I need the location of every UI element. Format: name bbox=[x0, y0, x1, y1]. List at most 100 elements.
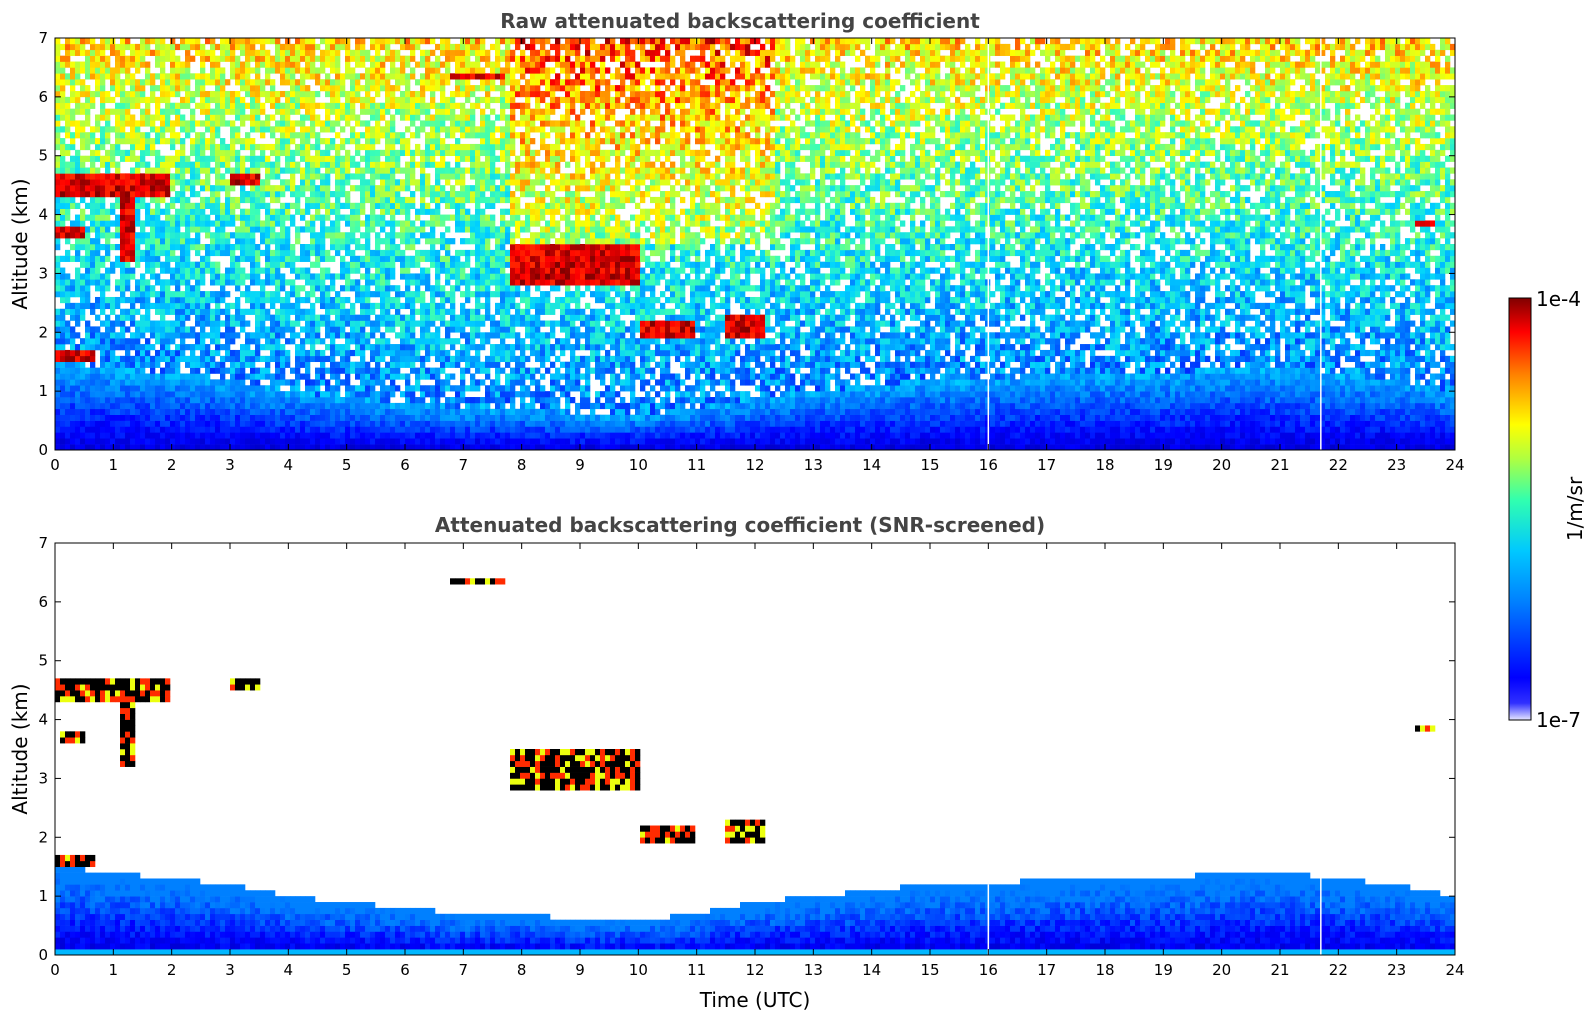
heatmap-cell bbox=[290, 149, 296, 157]
heatmap-cell bbox=[450, 173, 456, 180]
heatmap-cell bbox=[475, 420, 481, 427]
heatmap-cell bbox=[235, 373, 241, 380]
heatmap-cell bbox=[480, 226, 486, 233]
heatmap-cell bbox=[235, 385, 241, 392]
heatmap-cell bbox=[225, 214, 231, 221]
heatmap-cell bbox=[380, 167, 386, 174]
heatmap-cell bbox=[470, 73, 476, 80]
heatmap-cell bbox=[225, 191, 231, 198]
heatmap-cell bbox=[310, 285, 316, 292]
heatmap-cell bbox=[375, 255, 381, 262]
heatmap-cell bbox=[300, 79, 306, 86]
heatmap-cell bbox=[115, 67, 121, 74]
heatmap-cell bbox=[315, 149, 321, 157]
heatmap-cell bbox=[470, 332, 476, 339]
heatmap-cell bbox=[285, 244, 291, 251]
heatmap-cell bbox=[105, 355, 111, 363]
heatmap-cell bbox=[155, 420, 161, 427]
heatmap-cell bbox=[320, 79, 326, 86]
heatmap-cell bbox=[440, 196, 446, 204]
heatmap-cell bbox=[335, 61, 341, 68]
heatmap-cell bbox=[260, 414, 266, 421]
heatmap-cell bbox=[455, 61, 461, 68]
heatmap-cell bbox=[230, 208, 236, 215]
heatmap-cell bbox=[405, 61, 411, 68]
heatmap-cell bbox=[175, 220, 181, 227]
heatmap-cell bbox=[160, 391, 166, 398]
heatmap-cell bbox=[205, 432, 211, 439]
heatmap-cell bbox=[390, 138, 396, 145]
heatmap-cell bbox=[75, 49, 81, 56]
heatmap-cell bbox=[130, 196, 136, 204]
heatmap-cell bbox=[435, 173, 441, 180]
heatmap-cell bbox=[55, 132, 61, 139]
heatmap-cell bbox=[305, 126, 311, 133]
heatmap-cell bbox=[420, 61, 426, 68]
heatmap-cell bbox=[205, 196, 211, 204]
heatmap-cell bbox=[475, 302, 481, 310]
heatmap-cell bbox=[330, 108, 336, 115]
heatmap-cell bbox=[90, 61, 96, 68]
heatmap-cell bbox=[140, 414, 146, 421]
panel-raw-title: Raw attenuated backscattering coefficien… bbox=[500, 9, 980, 33]
heatmap-cell bbox=[205, 55, 211, 62]
heatmap-cell bbox=[200, 414, 206, 421]
heatmap-cell bbox=[175, 379, 181, 386]
heatmap-cell bbox=[265, 355, 271, 363]
heatmap-cell bbox=[420, 344, 426, 351]
heatmap-cell bbox=[375, 43, 381, 51]
heatmap-cell bbox=[140, 438, 146, 445]
heatmap-cell bbox=[60, 296, 66, 304]
heatmap-cell bbox=[305, 267, 311, 274]
heatmap-cell bbox=[400, 373, 406, 380]
heatmap-cell bbox=[265, 226, 271, 233]
heatmap-cell bbox=[335, 167, 341, 174]
heatmap-cell bbox=[115, 373, 121, 380]
heatmap-cell bbox=[485, 414, 491, 421]
heatmap-cell bbox=[150, 320, 156, 327]
heatmap-cell bbox=[445, 167, 451, 174]
heatmap-cell bbox=[55, 326, 61, 333]
heatmap-cell bbox=[355, 391, 361, 398]
heatmap-cell bbox=[335, 349, 341, 357]
heatmap-cell bbox=[140, 114, 146, 121]
heatmap-cell bbox=[165, 320, 171, 327]
heatmap-cell bbox=[300, 49, 306, 56]
heatmap-cell bbox=[110, 338, 116, 345]
heatmap-cell bbox=[240, 120, 246, 127]
heatmap-cell bbox=[405, 261, 411, 268]
heatmap-cell bbox=[65, 173, 71, 180]
heatmap-cell bbox=[245, 196, 251, 204]
heatmap-cell bbox=[75, 120, 81, 127]
heatmap-cell bbox=[125, 114, 131, 121]
heatmap-cell bbox=[150, 179, 156, 186]
heatmap-cell bbox=[355, 161, 361, 168]
heatmap-cell bbox=[225, 408, 231, 415]
heatmap-cell bbox=[135, 132, 141, 139]
heatmap-cell bbox=[335, 344, 341, 351]
heatmap-cell bbox=[125, 426, 131, 433]
heatmap-cell bbox=[440, 155, 446, 162]
heatmap-cell bbox=[425, 385, 431, 392]
heatmap-cell bbox=[480, 267, 486, 274]
heatmap-cell bbox=[350, 285, 356, 292]
heatmap-cell bbox=[80, 43, 86, 51]
heatmap-cell bbox=[60, 379, 66, 386]
heatmap-cell bbox=[320, 149, 326, 157]
heatmap-cell bbox=[210, 349, 216, 357]
heatmap-cell bbox=[170, 367, 176, 374]
heatmap-cell bbox=[305, 296, 311, 304]
heatmap-cell bbox=[225, 102, 231, 109]
heatmap-cell bbox=[470, 314, 476, 321]
heatmap-cell bbox=[80, 138, 86, 145]
heatmap-cell bbox=[370, 196, 376, 204]
heatmap-cell bbox=[420, 49, 426, 56]
heatmap-cell bbox=[55, 273, 61, 280]
heatmap-cell bbox=[330, 208, 336, 215]
heatmap-cell bbox=[115, 49, 121, 56]
heatmap-cell bbox=[400, 344, 406, 351]
heatmap-cell bbox=[365, 49, 371, 56]
heatmap-cell bbox=[190, 149, 196, 157]
heatmap-cell bbox=[165, 279, 171, 286]
heatmap-cell bbox=[145, 73, 151, 80]
